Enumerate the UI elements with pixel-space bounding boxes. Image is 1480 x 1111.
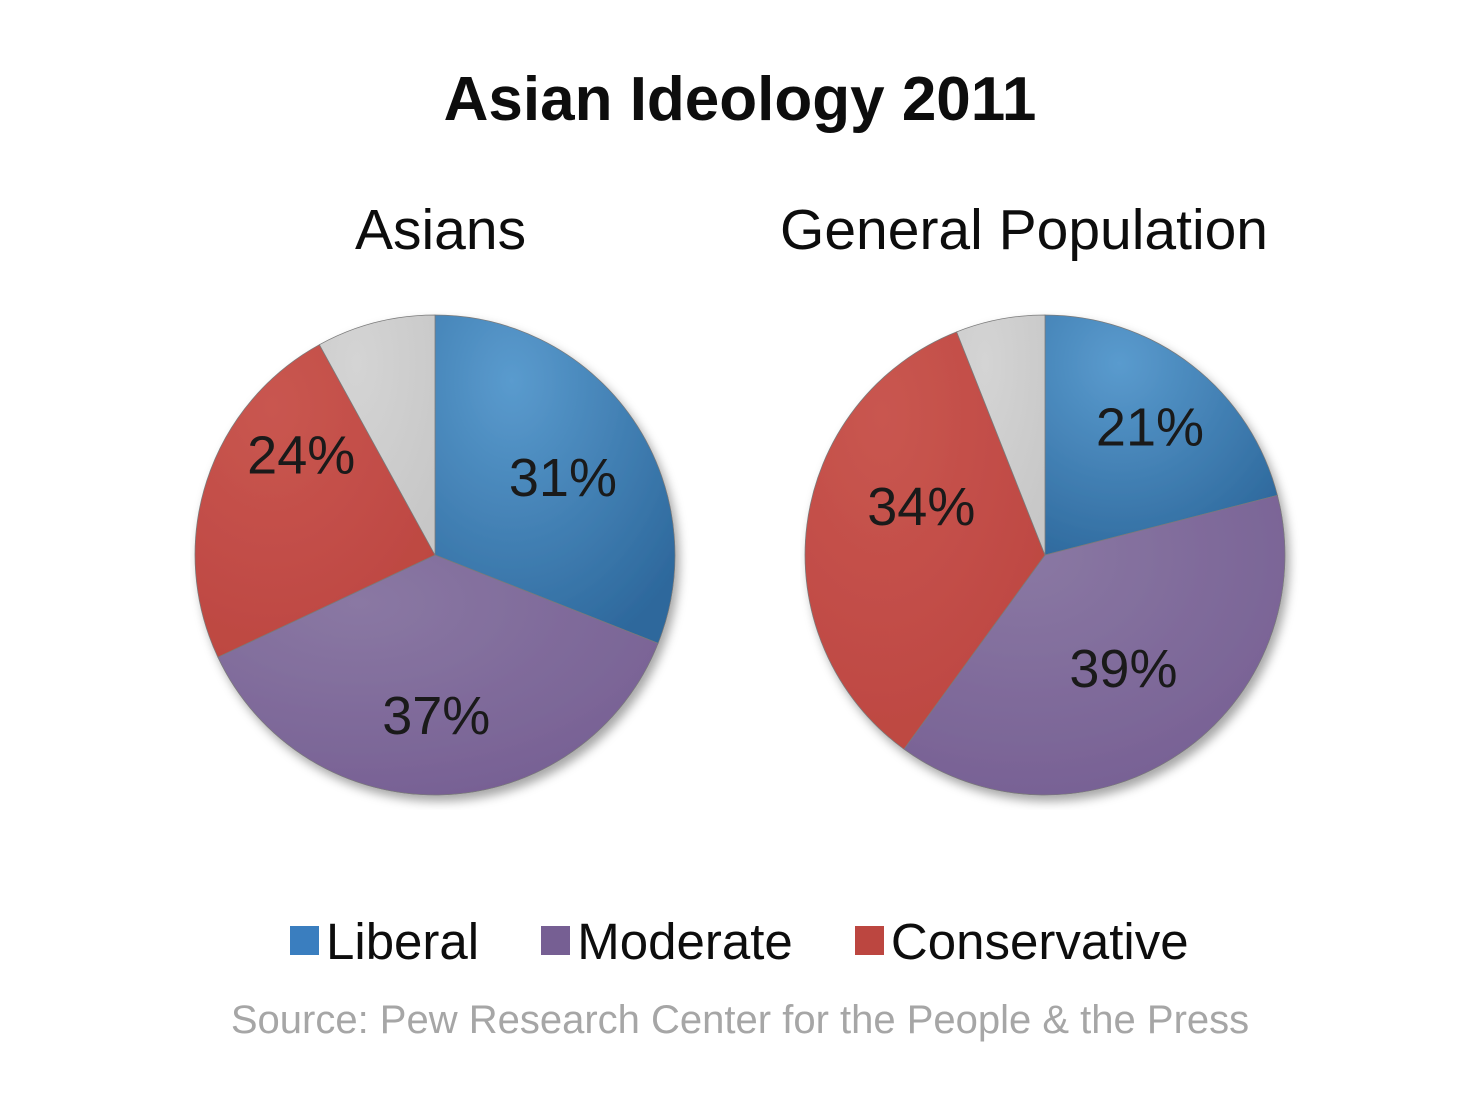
svg-text:37%: 37% bbox=[382, 686, 490, 746]
svg-text:39%: 39% bbox=[1069, 639, 1177, 699]
svg-text:21%: 21% bbox=[1096, 398, 1204, 458]
svg-text:34%: 34% bbox=[867, 477, 975, 537]
svg-text:24%: 24% bbox=[247, 425, 355, 485]
svg-text:31%: 31% bbox=[509, 448, 617, 508]
